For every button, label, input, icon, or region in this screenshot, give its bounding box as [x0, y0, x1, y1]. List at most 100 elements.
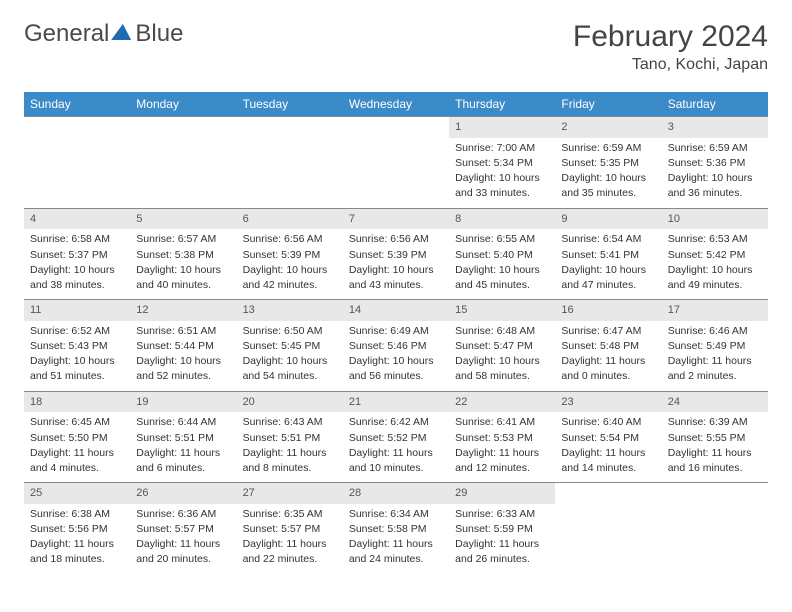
daylight2-line: and 42 minutes. — [243, 278, 337, 292]
calendar-day: 3Sunrise: 6:59 AMSunset: 5:36 PMDaylight… — [662, 117, 768, 208]
location-label: Tano, Kochi, Japan — [573, 56, 768, 74]
calendar-day: 9Sunrise: 6:54 AMSunset: 5:41 PMDaylight… — [555, 209, 661, 300]
sunrise-line: Sunrise: 6:49 AM — [349, 324, 443, 338]
daylight1-line: Daylight: 11 hours — [455, 446, 549, 460]
calendar-day: 13Sunrise: 6:50 AMSunset: 5:45 PMDayligh… — [237, 300, 343, 391]
calendar-day: 20Sunrise: 6:43 AMSunset: 5:51 PMDayligh… — [237, 392, 343, 483]
date-number: 28 — [343, 483, 449, 504]
calendar-day-empty — [555, 483, 661, 574]
sunrise-line: Sunrise: 6:33 AM — [455, 507, 549, 521]
date-number: 13 — [237, 300, 343, 321]
daylight2-line: and 26 minutes. — [455, 552, 549, 566]
day-details: Sunrise: 6:46 AMSunset: 5:49 PMDaylight:… — [662, 321, 768, 391]
sunrise-line: Sunrise: 6:58 AM — [30, 232, 124, 246]
sunset-line: Sunset: 5:34 PM — [455, 156, 549, 170]
sunset-line: Sunset: 5:52 PM — [349, 431, 443, 445]
sunrise-line: Sunrise: 6:48 AM — [455, 324, 549, 338]
sunset-line: Sunset: 5:43 PM — [30, 339, 124, 353]
sunset-line: Sunset: 5:38 PM — [136, 248, 230, 262]
sunset-line: Sunset: 5:57 PM — [243, 522, 337, 536]
calendar-week: 4Sunrise: 6:58 AMSunset: 5:37 PMDaylight… — [24, 208, 768, 300]
daylight1-line: Daylight: 10 hours — [136, 263, 230, 277]
sunrise-line: Sunrise: 6:35 AM — [243, 507, 337, 521]
calendar-day: 24Sunrise: 6:39 AMSunset: 5:55 PMDayligh… — [662, 392, 768, 483]
calendar-day: 16Sunrise: 6:47 AMSunset: 5:48 PMDayligh… — [555, 300, 661, 391]
daylight1-line: Daylight: 11 hours — [561, 446, 655, 460]
sunset-line: Sunset: 5:55 PM — [668, 431, 762, 445]
daylight2-line: and 12 minutes. — [455, 461, 549, 475]
sunset-line: Sunset: 5:51 PM — [243, 431, 337, 445]
daylight2-line: and 6 minutes. — [136, 461, 230, 475]
sunset-line: Sunset: 5:57 PM — [136, 522, 230, 536]
sunset-line: Sunset: 5:37 PM — [30, 248, 124, 262]
daylight1-line: Daylight: 11 hours — [561, 354, 655, 368]
sunrise-line: Sunrise: 6:59 AM — [668, 141, 762, 155]
date-number: 24 — [662, 392, 768, 413]
calendar-day: 23Sunrise: 6:40 AMSunset: 5:54 PMDayligh… — [555, 392, 661, 483]
daylight2-line: and 45 minutes. — [455, 278, 549, 292]
sunrise-line: Sunrise: 6:56 AM — [349, 232, 443, 246]
daylight1-line: Daylight: 10 hours — [243, 354, 337, 368]
day-details: Sunrise: 6:35 AMSunset: 5:57 PMDaylight:… — [237, 504, 343, 574]
sunrise-line: Sunrise: 6:39 AM — [668, 415, 762, 429]
day-details: Sunrise: 6:33 AMSunset: 5:59 PMDaylight:… — [449, 504, 555, 574]
calendar-day: 11Sunrise: 6:52 AMSunset: 5:43 PMDayligh… — [24, 300, 130, 391]
sunrise-line: Sunrise: 6:53 AM — [668, 232, 762, 246]
daylight1-line: Daylight: 11 hours — [349, 537, 443, 551]
sunrise-line: Sunrise: 6:59 AM — [561, 141, 655, 155]
daylight1-line: Daylight: 10 hours — [668, 263, 762, 277]
date-number: 1 — [449, 117, 555, 138]
calendar-day: 7Sunrise: 6:56 AMSunset: 5:39 PMDaylight… — [343, 209, 449, 300]
sunrise-line: Sunrise: 6:55 AM — [455, 232, 549, 246]
sunrise-line: Sunrise: 6:52 AM — [30, 324, 124, 338]
calendar-day: 22Sunrise: 6:41 AMSunset: 5:53 PMDayligh… — [449, 392, 555, 483]
date-number: 18 — [24, 392, 130, 413]
date-number: 25 — [24, 483, 130, 504]
daylight2-line: and 36 minutes. — [668, 186, 762, 200]
sunrise-line: Sunrise: 6:50 AM — [243, 324, 337, 338]
sunrise-line: Sunrise: 6:56 AM — [243, 232, 337, 246]
date-number: 27 — [237, 483, 343, 504]
date-number: 10 — [662, 209, 768, 230]
daylight2-line: and 47 minutes. — [561, 278, 655, 292]
daylight2-line: and 14 minutes. — [561, 461, 655, 475]
title-block: February 2024 Tano, Kochi, Japan — [573, 20, 768, 74]
date-number: 9 — [555, 209, 661, 230]
weekday-header: Sunday — [24, 92, 130, 116]
daylight2-line: and 0 minutes. — [561, 369, 655, 383]
daylight1-line: Daylight: 11 hours — [243, 537, 337, 551]
month-title: February 2024 — [573, 20, 768, 54]
sunset-line: Sunset: 5:47 PM — [455, 339, 549, 353]
day-details: Sunrise: 6:41 AMSunset: 5:53 PMDaylight:… — [449, 412, 555, 482]
sunset-line: Sunset: 5:56 PM — [30, 522, 124, 536]
day-details: Sunrise: 6:34 AMSunset: 5:58 PMDaylight:… — [343, 504, 449, 574]
weekday-header: Monday — [130, 92, 236, 116]
logo-text-2: Blue — [135, 20, 183, 48]
daylight2-line: and 22 minutes. — [243, 552, 337, 566]
daylight2-line: and 24 minutes. — [349, 552, 443, 566]
daylight1-line: Daylight: 10 hours — [455, 263, 549, 277]
date-number: 21 — [343, 392, 449, 413]
calendar-week: 11Sunrise: 6:52 AMSunset: 5:43 PMDayligh… — [24, 299, 768, 391]
sunrise-line: Sunrise: 6:41 AM — [455, 415, 549, 429]
daylight2-line: and 18 minutes. — [30, 552, 124, 566]
calendar-day: 8Sunrise: 6:55 AMSunset: 5:40 PMDaylight… — [449, 209, 555, 300]
daylight2-line: and 2 minutes. — [668, 369, 762, 383]
sunset-line: Sunset: 5:36 PM — [668, 156, 762, 170]
daylight2-line: and 54 minutes. — [243, 369, 337, 383]
calendar-week: 18Sunrise: 6:45 AMSunset: 5:50 PMDayligh… — [24, 391, 768, 483]
calendar-day-empty — [237, 117, 343, 208]
daylight1-line: Daylight: 11 hours — [30, 537, 124, 551]
sunrise-line: Sunrise: 6:54 AM — [561, 232, 655, 246]
date-number: 17 — [662, 300, 768, 321]
calendar-day-empty — [24, 117, 130, 208]
calendar-day-empty — [662, 483, 768, 574]
daylight1-line: Daylight: 10 hours — [455, 354, 549, 368]
sunrise-line: Sunrise: 6:34 AM — [349, 507, 443, 521]
day-details: Sunrise: 6:40 AMSunset: 5:54 PMDaylight:… — [555, 412, 661, 482]
logo: General Blue — [24, 20, 183, 48]
day-details: Sunrise: 6:57 AMSunset: 5:38 PMDaylight:… — [130, 229, 236, 299]
daylight1-line: Daylight: 10 hours — [349, 354, 443, 368]
logo-sail-icon — [112, 24, 134, 40]
daylight1-line: Daylight: 10 hours — [349, 263, 443, 277]
